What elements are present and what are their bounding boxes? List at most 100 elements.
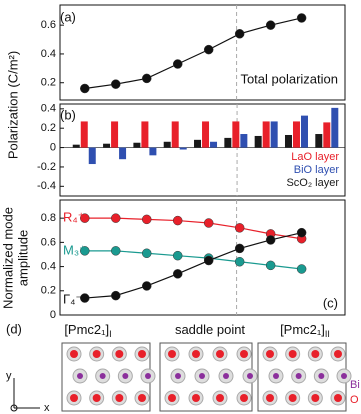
o-atom bbox=[334, 350, 342, 358]
y-axis-label: Polarization (C/m²) bbox=[5, 51, 20, 159]
bar bbox=[80, 121, 88, 148]
legend-label: BiO layer bbox=[294, 164, 340, 176]
y-tick-label: 0.4 bbox=[41, 260, 56, 272]
bar bbox=[179, 147, 187, 150]
o-atom bbox=[115, 350, 124, 358]
o-atom bbox=[311, 394, 320, 402]
panel-label: (b) bbox=[60, 107, 76, 122]
o-atom bbox=[92, 350, 101, 358]
bar bbox=[240, 134, 248, 148]
y-tick-label: 0 bbox=[50, 309, 56, 321]
o-atom bbox=[192, 394, 200, 402]
y-tick-label: -0.4 bbox=[37, 180, 56, 192]
bi-atom bbox=[318, 373, 325, 379]
o-atom bbox=[288, 394, 297, 402]
bar bbox=[88, 147, 96, 165]
point bbox=[141, 214, 152, 225]
point bbox=[234, 256, 245, 267]
bar bbox=[133, 142, 141, 148]
y-tick-label: -0.2 bbox=[37, 161, 56, 173]
bar bbox=[103, 143, 111, 148]
y-axis-label: Normalized mode bbox=[0, 207, 15, 309]
bar bbox=[315, 134, 323, 148]
bar bbox=[331, 107, 339, 148]
bi-atom bbox=[295, 373, 302, 379]
o-atom bbox=[266, 350, 274, 358]
panel-label: (c) bbox=[323, 295, 338, 310]
point bbox=[80, 246, 90, 256]
point bbox=[234, 29, 245, 39]
bar bbox=[141, 121, 149, 148]
bar bbox=[210, 141, 218, 148]
o-atom bbox=[138, 350, 146, 358]
x-label-sub: II bbox=[325, 329, 330, 339]
y-tick-label: 0.8 bbox=[41, 212, 56, 224]
o-atom bbox=[288, 350, 297, 358]
annotation: Total polarization bbox=[240, 71, 338, 86]
bar bbox=[270, 121, 278, 148]
point bbox=[203, 44, 214, 55]
series-line bbox=[84, 250, 302, 270]
point bbox=[111, 79, 121, 89]
legend-o: O bbox=[350, 394, 359, 406]
point bbox=[80, 213, 90, 223]
point bbox=[141, 281, 152, 291]
bar bbox=[111, 121, 119, 148]
x-label-sub: I bbox=[109, 329, 112, 339]
o-atom bbox=[240, 394, 248, 402]
o-atom bbox=[70, 394, 78, 402]
bar bbox=[163, 141, 171, 148]
bar bbox=[149, 147, 157, 156]
bar bbox=[202, 121, 210, 148]
o-atom bbox=[70, 350, 78, 358]
o-atom bbox=[334, 394, 342, 402]
o-atom bbox=[92, 394, 101, 402]
bar bbox=[284, 134, 292, 148]
bi-atom bbox=[122, 373, 129, 379]
series-line bbox=[84, 232, 302, 299]
legend-label: ScO₂ layer bbox=[286, 177, 339, 189]
o-atom bbox=[138, 394, 146, 402]
o-atom bbox=[168, 394, 176, 402]
bi-atom bbox=[77, 373, 83, 379]
plot-frame bbox=[59, 4, 346, 101]
bar bbox=[292, 121, 300, 148]
bi-atom bbox=[99, 373, 106, 379]
o-atom bbox=[115, 394, 124, 402]
y-tick-label: 0.4 bbox=[41, 48, 56, 60]
bar bbox=[171, 121, 179, 148]
y-axis-label: amplitude bbox=[15, 230, 30, 286]
legend-label: LaO layer bbox=[291, 151, 339, 163]
o-atom bbox=[266, 394, 274, 402]
x-label-text: [Pmc2₁] bbox=[64, 322, 109, 337]
y-tick-label: 0.2 bbox=[41, 77, 56, 89]
plot-frame bbox=[59, 103, 346, 197]
o-atom bbox=[216, 394, 224, 402]
origin bbox=[10, 404, 18, 412]
bar bbox=[72, 144, 80, 148]
point bbox=[172, 250, 183, 261]
bi-atom bbox=[247, 373, 253, 379]
point bbox=[203, 255, 214, 266]
bi-atom bbox=[223, 373, 229, 379]
bar bbox=[232, 121, 240, 148]
point bbox=[111, 290, 121, 301]
point bbox=[265, 235, 276, 245]
y-tick-label: 0.2 bbox=[41, 285, 56, 297]
bar bbox=[300, 115, 308, 148]
point bbox=[296, 227, 307, 238]
o-atom bbox=[311, 350, 320, 358]
x-label: [Pmc2₁]I bbox=[64, 322, 111, 339]
o-atom bbox=[240, 350, 248, 358]
bar bbox=[119, 147, 127, 160]
bar bbox=[254, 135, 262, 148]
y-tick-label: 0.6 bbox=[41, 19, 56, 31]
series-line bbox=[84, 17, 302, 90]
point bbox=[203, 218, 214, 228]
y-tick-label: 0.2 bbox=[41, 122, 56, 134]
series-line bbox=[84, 217, 302, 240]
bar bbox=[262, 121, 270, 148]
point bbox=[172, 59, 183, 69]
bi-atom bbox=[273, 373, 279, 379]
